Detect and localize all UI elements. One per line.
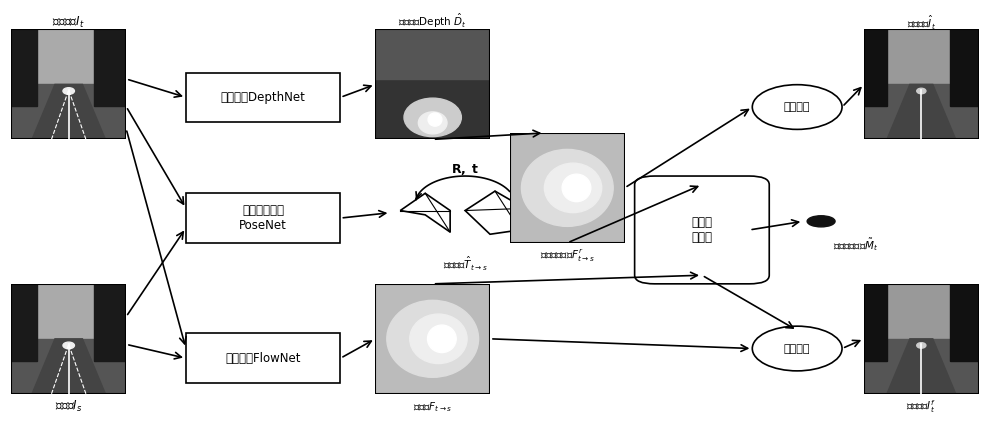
Ellipse shape [752, 326, 842, 371]
Text: 光流网络FlowNet: 光流网络FlowNet [225, 352, 301, 365]
Ellipse shape [752, 85, 842, 129]
Text: 图像重构: 图像重构 [784, 102, 810, 112]
FancyBboxPatch shape [186, 193, 340, 243]
Text: 深度图像Depth $\hat{D}_t$: 深度图像Depth $\hat{D}_t$ [398, 12, 467, 30]
FancyBboxPatch shape [635, 176, 769, 284]
Text: 全光流$F_{t\rightarrow s}$: 全光流$F_{t\rightarrow s}$ [413, 400, 452, 414]
Text: 图像重构: 图像重构 [784, 344, 810, 354]
Text: 源图像$I_s$: 源图像$I_s$ [55, 399, 82, 414]
Text: 重构图像$\hat{I}_t$: 重构图像$\hat{I}_t$ [907, 14, 936, 32]
Text: 目标图像$I_t$: 目标图像$I_t$ [52, 15, 85, 30]
FancyBboxPatch shape [186, 72, 340, 122]
Text: 深度网络DepthNet: 深度网络DepthNet [221, 91, 306, 104]
Text: 刚体运动光流$F^r_{t\rightarrow s}$: 刚体运动光流$F^r_{t\rightarrow s}$ [540, 248, 595, 264]
Ellipse shape [807, 216, 835, 227]
Text: 移动目标掩码$\tilde{M}_t$: 移动目标掩码$\tilde{M}_t$ [833, 237, 879, 253]
FancyBboxPatch shape [186, 333, 340, 383]
Text: $\mathbf{R,\ t}$: $\mathbf{R,\ t}$ [451, 162, 479, 177]
Text: 移动目
标检测: 移动目 标检测 [691, 216, 712, 244]
Text: 重构图像$I^f_t$: 重构图像$I^f_t$ [906, 398, 936, 415]
Text: 位姿变换$\hat{T}_{t\rightarrow s}$: 位姿变换$\hat{T}_{t\rightarrow s}$ [443, 255, 487, 273]
Text: 相机位姿网络
PoseNet: 相机位姿网络 PoseNet [239, 204, 287, 232]
